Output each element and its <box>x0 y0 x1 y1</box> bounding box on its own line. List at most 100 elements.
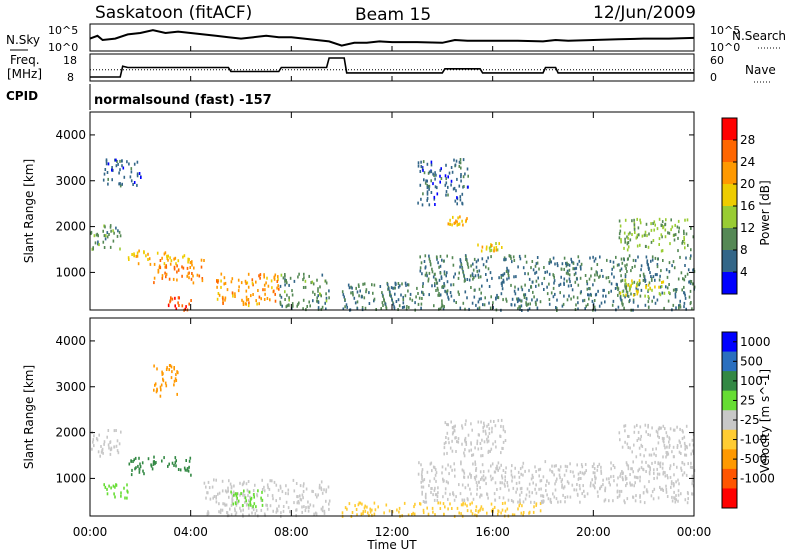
power-cell <box>176 264 178 268</box>
velocity-cell <box>672 428 675 432</box>
power-cell <box>441 258 443 262</box>
velocity-cell <box>426 470 429 474</box>
power-cell <box>530 285 533 289</box>
velocity-cell <box>643 501 646 505</box>
power-cell <box>325 307 327 311</box>
velocity-cell <box>173 383 175 387</box>
power-cell <box>167 254 169 258</box>
power-cell <box>191 260 193 264</box>
power-cell <box>681 288 683 292</box>
power-cell <box>256 302 258 306</box>
velocity-cell <box>655 454 657 458</box>
power-colorbar-tick-label: 20 <box>740 177 755 191</box>
power-cell <box>224 298 226 302</box>
power-cell <box>422 160 425 164</box>
velocity-cell <box>261 498 264 502</box>
power-cell <box>495 248 498 252</box>
power-cell <box>536 306 539 310</box>
velocity-cell <box>128 462 131 466</box>
power-cell <box>563 281 565 285</box>
velocity-cell <box>230 503 233 507</box>
power-cell <box>168 277 171 281</box>
power-cell <box>617 293 619 297</box>
power-cell <box>621 301 623 305</box>
velocity-cell <box>578 484 581 487</box>
velocity-cell <box>596 468 599 472</box>
power-cell <box>420 165 423 168</box>
power-cell <box>422 285 424 288</box>
velocity-cell <box>225 503 228 507</box>
velocity-cell <box>463 454 466 458</box>
power-cell <box>231 291 234 295</box>
power-cell <box>671 225 674 229</box>
velocity-cell <box>425 492 427 496</box>
velocity-cell <box>237 501 239 505</box>
velocity-cell <box>451 426 454 430</box>
power-cell <box>435 278 438 282</box>
power-cell <box>428 203 431 207</box>
velocity-cell <box>492 442 494 446</box>
power-cell <box>328 289 330 293</box>
power-cell <box>502 273 504 277</box>
power-cell <box>650 259 652 263</box>
velocity-cell <box>684 444 686 448</box>
velocity-cell <box>325 499 327 503</box>
power-cell <box>158 264 161 268</box>
power-cell <box>406 283 409 287</box>
power-cell <box>324 279 327 283</box>
velocity-cell <box>618 493 621 497</box>
power-cell <box>320 307 323 311</box>
power-cell <box>512 255 515 259</box>
velocity-cell <box>492 476 494 480</box>
velocity-cell <box>305 506 307 509</box>
power-cell <box>623 257 625 261</box>
power-cell <box>130 179 133 183</box>
velocity-cell <box>632 495 634 499</box>
velocity-cell <box>664 474 667 478</box>
velocity-cell <box>495 466 497 470</box>
power-cell <box>504 258 506 262</box>
power-cell <box>435 289 437 292</box>
velocity-cell <box>497 461 500 465</box>
velocity-cell <box>488 427 491 431</box>
power-cell <box>664 235 667 239</box>
power-cell <box>563 256 566 260</box>
velocity-cell <box>414 502 416 506</box>
velocity-cell <box>434 513 436 517</box>
power-cell <box>631 266 634 269</box>
velocity-cell <box>612 499 614 503</box>
velocity-cell <box>591 465 594 468</box>
power-cell <box>671 264 673 268</box>
velocity-cell <box>305 487 308 491</box>
velocity-cell <box>439 501 442 505</box>
velocity-cell <box>385 503 388 507</box>
power-cell <box>674 295 677 299</box>
velocity-cell <box>168 368 170 372</box>
power-cell <box>690 254 692 258</box>
velocity-cell <box>621 445 624 449</box>
velocity-cell <box>540 499 543 503</box>
power-cell <box>361 306 364 309</box>
power-cell <box>424 265 427 269</box>
power-cell <box>274 292 276 296</box>
power-cell <box>664 228 667 232</box>
power-cell <box>459 306 462 310</box>
velocity-cell <box>373 512 376 516</box>
power-cell <box>200 265 203 269</box>
power-cell <box>683 229 685 233</box>
velocity-cell <box>208 486 211 490</box>
velocity-cell <box>253 495 255 499</box>
velocity-cell <box>559 500 562 504</box>
power-cell <box>661 235 663 239</box>
power-cell <box>466 296 468 300</box>
velocity-cell <box>663 444 666 447</box>
power-cell <box>627 236 629 240</box>
velocity-cell <box>328 507 330 511</box>
power-cell <box>234 295 236 298</box>
velocity-cell <box>643 454 645 458</box>
velocity-cell <box>463 471 466 475</box>
power-cell <box>649 271 651 275</box>
velocity-cell <box>307 505 309 509</box>
